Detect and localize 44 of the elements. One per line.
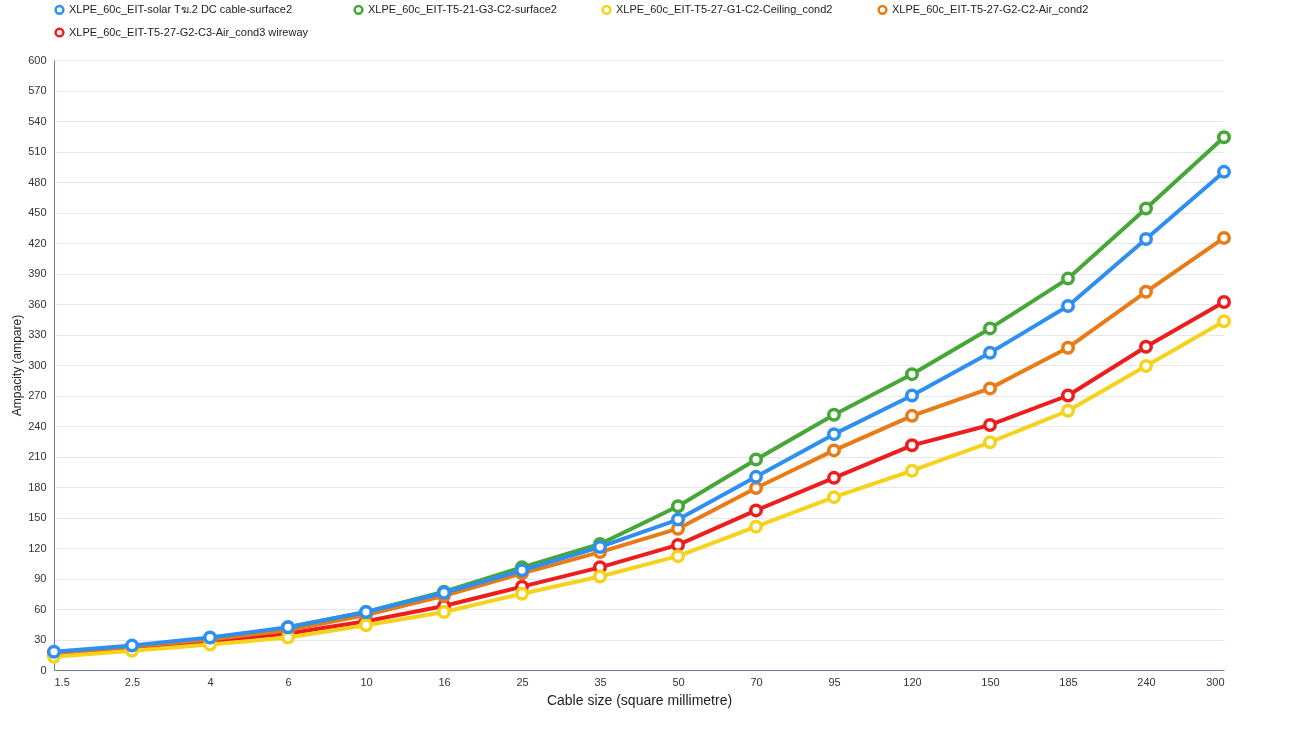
y-tick-label: 480 bbox=[28, 175, 47, 188]
x-tick-label: 6 bbox=[285, 675, 292, 688]
x-tick-label: 70 bbox=[750, 675, 763, 688]
y-tick-label: 360 bbox=[28, 297, 47, 310]
legend-label: XLPE_60c_EIT-T5-27-G2-C3-Air_cond3 wireway bbox=[69, 25, 309, 38]
y-tick-label: 510 bbox=[28, 145, 47, 157]
y-tick-label: 570 bbox=[28, 84, 47, 96]
x-tick-label: 95 bbox=[828, 675, 841, 688]
x-tick-label: 120 bbox=[903, 675, 922, 688]
y-tick-label: 210 bbox=[28, 450, 47, 462]
y-tick-label: 180 bbox=[28, 480, 47, 493]
legend-label: XLPE_60c_EIT-T5-27-G1-C2-Ceiling_cond2 bbox=[616, 2, 833, 15]
x-tick-label: 25 bbox=[516, 675, 529, 688]
y-tick-label: 240 bbox=[28, 419, 47, 432]
y-tick-label: 30 bbox=[34, 633, 47, 645]
y-tick-label: 600 bbox=[28, 53, 47, 66]
legend-label: XLPE_60c_EIT-solar Tฆ.2 DC cable-surface2 bbox=[69, 2, 293, 15]
y-tick-label: 540 bbox=[28, 114, 47, 127]
legend-label: XLPE_60c_EIT-T5-27-G2-C2-Air_cond2 bbox=[892, 2, 1089, 15]
y-tick-label: 90 bbox=[34, 572, 47, 584]
x-tick-label: 10 bbox=[360, 675, 373, 688]
x-tick-label: 1.5 bbox=[54, 675, 70, 688]
x-tick-label: 2.5 bbox=[124, 675, 141, 688]
y-tick-label: 420 bbox=[28, 236, 47, 249]
x-tick-label: 240 bbox=[1137, 675, 1156, 688]
x-tick-label: 50 bbox=[672, 675, 685, 688]
x-tick-label: 300 bbox=[1206, 675, 1225, 688]
y-axis-title: Ampacity (ampare) bbox=[10, 314, 25, 417]
x-tick-label: 16 bbox=[438, 675, 451, 688]
y-tick-label: 330 bbox=[28, 328, 47, 340]
x-tick-label: 35 bbox=[594, 675, 607, 688]
legend-label: XLPE_60c_EIT-T5-21-G3-C2-surface2 bbox=[368, 2, 557, 15]
x-tick-label: 4 bbox=[207, 675, 214, 688]
y-tick-label: 150 bbox=[28, 511, 47, 523]
x-tick-label: 150 bbox=[981, 675, 1000, 688]
y-tick-label: 450 bbox=[28, 206, 47, 218]
y-tick-label: 0 bbox=[40, 663, 47, 676]
y-tick-label: 60 bbox=[34, 602, 47, 615]
y-tick-label: 390 bbox=[28, 267, 47, 279]
y-tick-label: 300 bbox=[28, 358, 47, 371]
x-axis-title: Cable size (square millimetre) bbox=[546, 691, 733, 708]
x-tick-label: 185 bbox=[1059, 675, 1078, 688]
y-tick-label: 120 bbox=[28, 541, 47, 554]
y-tick-label: 270 bbox=[28, 389, 47, 401]
